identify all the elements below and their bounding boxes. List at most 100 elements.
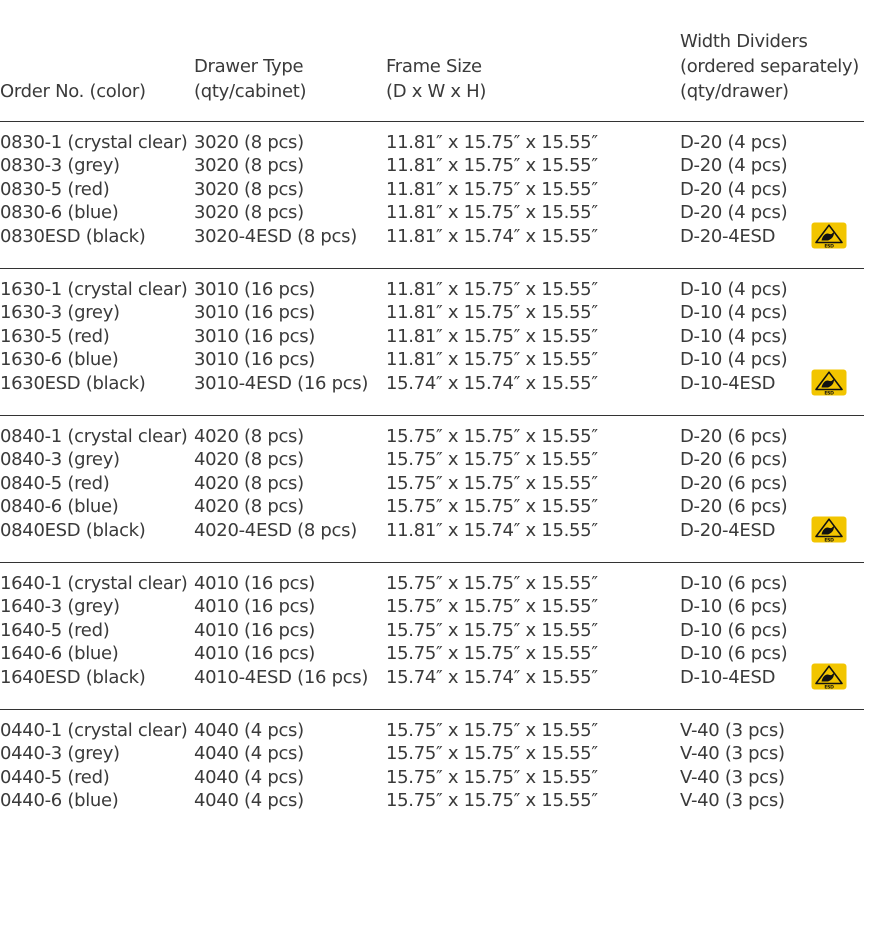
table-row: 0840ESD (black) 4020-4ESD (8 pcs) 11.81″ x… bbox=[0, 516, 878, 543]
header-order-no: Order No. (color) bbox=[0, 81, 146, 102]
frame-size-cell: 11.81″ x 15.75″ x 15.55″ bbox=[386, 325, 598, 347]
frame-size-cell: 11.81″ x 15.75″ x 15.55″ bbox=[386, 132, 598, 153]
width-dividers-cell: D-20 (4 pcs) bbox=[680, 178, 788, 200]
section-divider bbox=[0, 562, 864, 563]
drawer-type-cell: 3010 (16 pcs) bbox=[194, 349, 316, 371]
width-dividers-cell: D-20 (6 pcs) bbox=[680, 449, 788, 471]
order-number-cell: 0840-6 (blue) bbox=[0, 496, 119, 518]
order-number-cell: 1630ESD (black) bbox=[0, 372, 146, 394]
frame-size-cell: 11.81″ x 15.75″ x 15.55″ bbox=[386, 349, 598, 371]
svg-text:ESD: ESD bbox=[824, 537, 834, 543]
drawer-type-cell: 4010-4ESD (16 pcs) bbox=[194, 666, 369, 688]
table-row: 0830-1 (crystal clear) 3020 (8 pcs) 11.81″… bbox=[0, 131, 878, 154]
table-row: 1640-6 (blue) 4010 (16 pcs) 15.75″ x 15.75… bbox=[0, 642, 878, 665]
width-dividers-cell: D-10 (4 pcs) bbox=[680, 349, 788, 371]
width-dividers-cell: D-20 (4 pcs) bbox=[680, 155, 788, 177]
svg-text:ESD: ESD bbox=[824, 243, 834, 249]
order-number-cell: 1630-5 (red) bbox=[0, 325, 110, 347]
drawer-type-cell: 3020 (8 pcs) bbox=[194, 155, 304, 177]
width-dividers-cell: D-20-4ESD bbox=[680, 225, 776, 247]
frame-size-cell: 15.75″ x 15.75″ x 15.55″ bbox=[386, 472, 598, 494]
table-row: 0440-6 (blue) 4040 (4 pcs) 15.75″ x 15.75″… bbox=[0, 789, 878, 812]
header-drawer-type: Drawer Type (qty/cabinet) bbox=[194, 56, 307, 102]
frame-size-cell: 15.74″ x 15.74″ x 15.55″ bbox=[386, 666, 598, 688]
drawer-type-cell: 3020 (8 pcs) bbox=[194, 132, 304, 153]
drawer-type-cell: 4040 (4 pcs) bbox=[194, 790, 304, 812]
width-dividers-cell: V-40 (3 pcs) bbox=[680, 790, 785, 812]
frame-size-cell: 11.81″ x 15.75″ x 15.55″ bbox=[386, 178, 598, 200]
table-row: 0840-1 (crystal clear) 4020 (8 pcs) 15.75″… bbox=[0, 425, 878, 448]
frame-size-cell: 15.75″ x 15.75″ x 15.55″ bbox=[386, 643, 598, 665]
frame-size-cell: 11.81″ x 15.74″ x 15.55″ bbox=[386, 225, 598, 247]
order-number-cell: 1640-1 (crystal clear) bbox=[0, 573, 188, 594]
drawer-type-cell: 3010 (16 pcs) bbox=[194, 325, 316, 347]
drawer-type-cell: 4010 (16 pcs) bbox=[194, 619, 316, 641]
drawer-type-cell: 3010 (16 pcs) bbox=[194, 302, 316, 324]
drawer-type-cell: 4010 (16 pcs) bbox=[194, 596, 316, 618]
width-dividers-cell: D-20 (6 pcs) bbox=[680, 496, 788, 518]
order-number-cell: 0830-5 (red) bbox=[0, 178, 110, 200]
table-row: 0830-6 (blue) 3020 (8 pcs) 11.81″ x 15.75″… bbox=[0, 201, 878, 224]
section-divider bbox=[0, 268, 864, 269]
frame-size-cell: 15.75″ x 15.75″ x 15.55″ bbox=[386, 426, 598, 447]
frame-size-cell: 11.81″ x 15.75″ x 15.55″ bbox=[386, 302, 598, 324]
esd-warning-icon: ESD bbox=[811, 516, 847, 543]
esd-warning-icon: ESD bbox=[811, 222, 847, 249]
drawer-type-cell: 3010-4ESD (16 pcs) bbox=[194, 372, 369, 394]
order-number-cell: 0840-3 (grey) bbox=[0, 449, 120, 471]
table-row: 1630-6 (blue) 3010 (16 pcs) 11.81″ x 15.75… bbox=[0, 348, 878, 371]
table-row: 1630-1 (crystal clear) 3010 (16 pcs) 11.81… bbox=[0, 278, 878, 301]
order-number-cell: 0440-1 (crystal clear) bbox=[0, 720, 188, 741]
drawer-type-cell: 3020 (8 pcs) bbox=[194, 178, 304, 200]
width-dividers-cell: V-40 (3 pcs) bbox=[680, 743, 785, 765]
order-number-cell: 0830ESD (black) bbox=[0, 225, 146, 247]
order-number-cell: 1640-6 (blue) bbox=[0, 643, 119, 665]
order-number-cell: 0840ESD (black) bbox=[0, 519, 146, 541]
table-row: 1630-3 (grey) 3010 (16 pcs) 11.81″ x 15.75… bbox=[0, 301, 878, 324]
table-row: 1640ESD (black) 4010-4ESD (16 pcs) 15.74″ … bbox=[0, 663, 878, 690]
width-dividers-cell: D-20 (6 pcs) bbox=[680, 426, 788, 447]
order-number-cell: 0840-5 (red) bbox=[0, 472, 110, 494]
svg-text:ESD: ESD bbox=[824, 390, 834, 396]
order-number-cell: 0830-1 (crystal clear) bbox=[0, 132, 188, 153]
table-row: 0440-3 (grey) 4040 (4 pcs) 15.75″ x 15.75″… bbox=[0, 742, 878, 765]
table-row: 1640-5 (red) 4010 (16 pcs) 15.75″ x 15.75″… bbox=[0, 619, 878, 642]
width-dividers-cell: V-40 (3 pcs) bbox=[680, 720, 785, 741]
order-number-cell: 0440-5 (red) bbox=[0, 766, 110, 788]
width-dividers-cell: D-10-4ESD bbox=[680, 666, 776, 688]
width-dividers-cell: D-10 (6 pcs) bbox=[680, 619, 788, 641]
table-row: 1640-3 (grey) 4010 (16 pcs) 15.75″ x 15.75… bbox=[0, 595, 878, 618]
order-number-cell: 0830-3 (grey) bbox=[0, 155, 120, 177]
order-number-cell: 1640-5 (red) bbox=[0, 619, 110, 641]
esd-warning-icon: ESD bbox=[811, 369, 847, 396]
table-header: Order No. (color) Drawer Type (qty/cabin… bbox=[0, 0, 878, 110]
frame-size-cell: 11.81″ x 15.74″ x 15.55″ bbox=[386, 519, 598, 541]
order-number-cell: 1640ESD (black) bbox=[0, 666, 146, 688]
order-number-cell: 1630-6 (blue) bbox=[0, 349, 119, 371]
order-number-cell: 0440-6 (blue) bbox=[0, 790, 119, 812]
order-number-cell: 0440-3 (grey) bbox=[0, 743, 120, 765]
drawer-type-cell: 4020 (8 pcs) bbox=[194, 426, 304, 447]
width-dividers-cell: D-10 (6 pcs) bbox=[680, 596, 788, 618]
width-dividers-cell: D-10 (4 pcs) bbox=[680, 279, 788, 300]
table-row: 1630ESD (black) 3010-4ESD (16 pcs) 15.74″ … bbox=[0, 369, 878, 396]
section-divider bbox=[0, 121, 864, 122]
drawer-type-cell: 4040 (4 pcs) bbox=[194, 720, 304, 741]
frame-size-cell: 11.81″ x 15.75″ x 15.55″ bbox=[386, 155, 598, 177]
order-number-cell: 1630-1 (crystal clear) bbox=[0, 279, 188, 300]
frame-size-cell: 11.81″ x 15.75″ x 15.55″ bbox=[386, 279, 598, 300]
drawer-type-cell: 4010 (16 pcs) bbox=[194, 573, 316, 594]
table-row: 0440-1 (crystal clear) 4040 (4 pcs) 15.75″… bbox=[0, 719, 878, 742]
frame-size-cell: 15.75″ x 15.75″ x 15.55″ bbox=[386, 743, 598, 765]
width-dividers-cell: D-20 (4 pcs) bbox=[680, 132, 788, 153]
order-number-cell: 1640-3 (grey) bbox=[0, 596, 120, 618]
width-dividers-cell: D-10 (6 pcs) bbox=[680, 573, 788, 594]
frame-size-cell: 11.81″ x 15.75″ x 15.55″ bbox=[386, 202, 598, 224]
width-dividers-cell: V-40 (3 pcs) bbox=[680, 766, 785, 788]
esd-warning-icon: ESD bbox=[811, 663, 847, 690]
table-row: 0830-5 (red) 3020 (8 pcs) 11.81″ x 15.75″ … bbox=[0, 178, 878, 201]
drawer-type-cell: 3020 (8 pcs) bbox=[194, 202, 304, 224]
width-dividers-cell: D-10 (4 pcs) bbox=[680, 302, 788, 324]
frame-size-cell: 15.75″ x 15.75″ x 15.55″ bbox=[386, 619, 598, 641]
table-row: 1640-1 (crystal clear) 4010 (16 pcs) 15.75… bbox=[0, 572, 878, 595]
